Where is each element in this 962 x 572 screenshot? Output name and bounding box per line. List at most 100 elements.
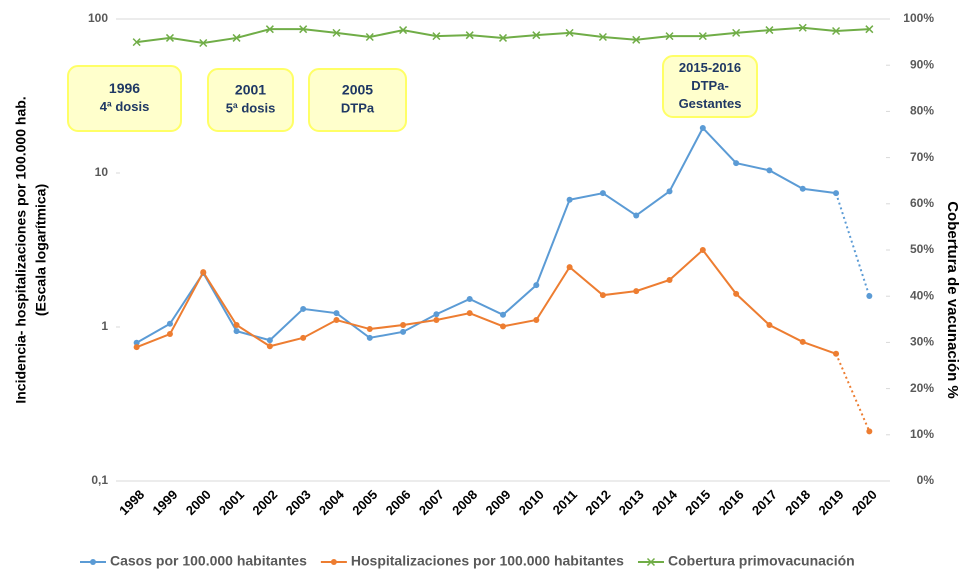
marker bbox=[632, 35, 641, 44]
marker bbox=[233, 328, 240, 335]
marker bbox=[133, 344, 140, 351]
x-tick-label: 2016 bbox=[716, 487, 747, 518]
annotation-text: DTPa- bbox=[691, 78, 729, 93]
marker bbox=[432, 32, 441, 41]
marker bbox=[599, 292, 606, 299]
marker bbox=[533, 282, 540, 289]
x-tick-label: 2013 bbox=[616, 487, 647, 518]
annotation-text: 2015-2016 bbox=[679, 60, 741, 75]
marker bbox=[433, 311, 440, 318]
x-tick-label: 2015 bbox=[682, 487, 713, 518]
marker bbox=[166, 331, 173, 338]
y2-tick-label: 90% bbox=[910, 57, 934, 71]
marker bbox=[633, 212, 640, 219]
series-line bbox=[136, 26, 870, 45]
marker bbox=[233, 322, 240, 329]
marker bbox=[866, 428, 873, 435]
marker bbox=[299, 25, 308, 34]
marker bbox=[799, 185, 806, 192]
y-axis-title: Incidencia- hospitalizaciones por 100.00… bbox=[13, 96, 29, 403]
y2-tick-label: 100% bbox=[903, 11, 934, 25]
marker bbox=[399, 26, 408, 35]
legend-marker bbox=[646, 557, 656, 567]
marker bbox=[132, 38, 141, 47]
legend-marker bbox=[330, 559, 337, 565]
annotation-text: 5ª dosis bbox=[226, 100, 276, 115]
y2-tick-label: 10% bbox=[910, 427, 934, 441]
y2-tick-label: 70% bbox=[910, 150, 934, 164]
annotation-text: 1996 bbox=[109, 80, 140, 96]
x-tick-label: 2006 bbox=[383, 487, 414, 518]
x-tick-label: 2008 bbox=[449, 487, 480, 518]
x-tick-label: 2019 bbox=[816, 487, 847, 518]
y2-tick-label: 50% bbox=[910, 242, 934, 256]
annotation-text: 2005 bbox=[342, 82, 373, 98]
series-line-dashed bbox=[835, 353, 871, 432]
y2-tick-label: 0% bbox=[917, 473, 935, 487]
y-axis-subtitle: (Escala logarítmica) bbox=[33, 184, 49, 316]
marker bbox=[466, 295, 473, 302]
marker bbox=[866, 292, 873, 299]
y2-tick-label: 80% bbox=[910, 104, 934, 118]
x-tick-label: 2020 bbox=[849, 487, 880, 518]
marker bbox=[199, 38, 208, 48]
marker bbox=[366, 326, 373, 333]
marker bbox=[533, 317, 540, 324]
marker bbox=[732, 28, 741, 37]
x-tick-label: 2004 bbox=[316, 486, 348, 518]
marker bbox=[165, 33, 174, 42]
marker bbox=[266, 343, 273, 350]
marker bbox=[465, 31, 474, 40]
marker bbox=[133, 339, 140, 346]
x-tick-label: 2010 bbox=[516, 487, 547, 518]
marker bbox=[765, 26, 774, 35]
y-tick-label: 10 bbox=[95, 165, 109, 179]
annotation-box bbox=[308, 68, 407, 132]
x-tick-label: 2018 bbox=[782, 487, 813, 518]
legend-label: Hospitalizaciones por 100.000 habitantes bbox=[351, 553, 624, 569]
y2-tick-label: 60% bbox=[910, 196, 934, 210]
series-line bbox=[136, 126, 837, 344]
marker bbox=[366, 334, 373, 341]
marker bbox=[565, 28, 574, 37]
marker bbox=[833, 190, 840, 197]
marker bbox=[433, 317, 440, 324]
marker bbox=[833, 350, 840, 357]
marker bbox=[698, 32, 707, 41]
annotation-text: Gestantes bbox=[679, 96, 742, 111]
marker bbox=[332, 28, 341, 37]
marker bbox=[633, 288, 640, 295]
marker bbox=[333, 310, 340, 317]
y2-axis-title: Cobertura de vacunación % bbox=[944, 201, 961, 399]
annotation-box bbox=[207, 68, 294, 132]
marker bbox=[699, 124, 706, 131]
marker bbox=[498, 33, 508, 42]
x-tick-label: 2001 bbox=[216, 487, 247, 518]
marker bbox=[300, 305, 307, 312]
marker bbox=[798, 23, 807, 32]
legend-marker bbox=[90, 559, 96, 565]
x-tick-label: 2000 bbox=[183, 487, 214, 518]
marker bbox=[400, 322, 407, 329]
series-line bbox=[136, 248, 837, 355]
marker bbox=[532, 31, 541, 40]
annotation-text: 4ª dosis bbox=[100, 99, 150, 114]
marker bbox=[566, 264, 573, 271]
marker bbox=[599, 190, 606, 197]
marker bbox=[232, 33, 241, 42]
marker bbox=[666, 188, 673, 195]
marker bbox=[266, 337, 273, 344]
marker bbox=[400, 328, 407, 335]
y2-tick-label: 20% bbox=[910, 381, 934, 395]
x-tick-label: 1998 bbox=[116, 487, 147, 518]
y2-tick-label: 30% bbox=[910, 335, 934, 349]
marker bbox=[766, 167, 773, 174]
x-tick-label: 2002 bbox=[249, 487, 280, 518]
marker bbox=[566, 196, 573, 203]
marker bbox=[333, 317, 340, 324]
marker bbox=[665, 32, 674, 41]
x-tick-label: 2003 bbox=[283, 487, 314, 518]
marker bbox=[666, 276, 673, 283]
marker bbox=[699, 247, 706, 254]
